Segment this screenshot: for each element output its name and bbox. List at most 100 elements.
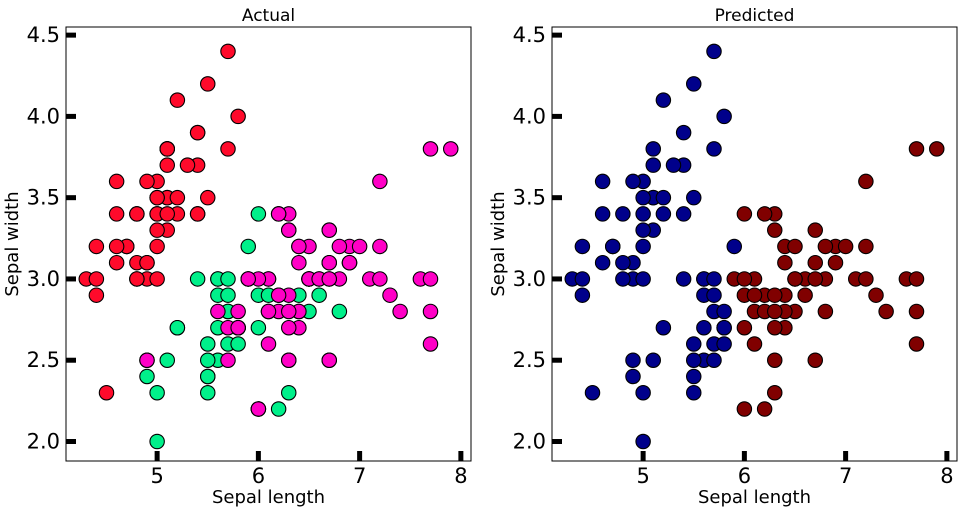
data-point xyxy=(604,238,621,255)
x-tick-label: 6 xyxy=(252,464,265,488)
data-point xyxy=(189,124,206,141)
data-point xyxy=(189,271,206,287)
data-point xyxy=(777,254,793,271)
data-point xyxy=(625,368,641,385)
data-point xyxy=(685,189,702,206)
data-point xyxy=(321,352,337,368)
data-point xyxy=(706,352,722,368)
data-point xyxy=(706,43,722,60)
data-point xyxy=(280,352,297,368)
data-point xyxy=(270,287,287,303)
data-point xyxy=(169,319,186,336)
data-point xyxy=(625,173,641,190)
data-point xyxy=(635,206,651,222)
data-point xyxy=(291,254,307,271)
data-point xyxy=(655,92,672,108)
data-point xyxy=(665,157,682,173)
data-point xyxy=(756,206,773,222)
data-point xyxy=(189,206,206,222)
y-tick-label: 2.0 xyxy=(27,429,60,453)
data-point xyxy=(179,157,196,173)
data-point xyxy=(200,76,216,92)
data-point xyxy=(574,238,591,255)
y-tick-label: 4.5 xyxy=(513,23,546,47)
data-point xyxy=(159,141,176,157)
data-point xyxy=(210,303,226,320)
data-point xyxy=(594,173,611,190)
data-point xyxy=(716,319,732,336)
data-point xyxy=(594,254,611,271)
data-point xyxy=(817,303,834,320)
data-point xyxy=(908,141,925,157)
data-point xyxy=(827,254,844,271)
x-tick-label: 5 xyxy=(150,464,163,488)
data-point xyxy=(149,238,165,255)
data-point xyxy=(200,336,216,352)
plot-frame xyxy=(65,26,472,462)
data-point xyxy=(736,271,753,287)
x-tick-label: 7 xyxy=(353,464,366,488)
data-point xyxy=(372,271,388,287)
chart-title: Actual xyxy=(242,6,295,26)
data-point xyxy=(149,189,165,206)
data-point xyxy=(422,141,439,157)
data-point xyxy=(675,271,692,287)
data-point xyxy=(908,303,925,320)
data-point xyxy=(139,254,155,271)
data-point xyxy=(615,271,631,287)
data-point xyxy=(685,368,702,385)
data-point xyxy=(129,206,145,222)
y-tick-label: 2.0 xyxy=(513,429,546,453)
data-point xyxy=(726,238,742,255)
data-point xyxy=(675,206,692,222)
data-point xyxy=(655,206,672,222)
data-point xyxy=(270,401,287,417)
chart-title: Predicted xyxy=(715,6,795,26)
data-point xyxy=(635,189,651,206)
x-tick-label: 5 xyxy=(636,464,649,488)
data-point xyxy=(392,303,408,320)
data-point xyxy=(635,238,651,255)
data-point xyxy=(645,141,661,157)
data-point xyxy=(746,336,763,352)
data-point xyxy=(321,222,337,238)
data-point xyxy=(635,384,651,401)
y-tick-label: 2.5 xyxy=(513,348,546,372)
data-point xyxy=(280,319,297,336)
data-point xyxy=(837,238,854,255)
data-point xyxy=(574,271,591,287)
data-point xyxy=(88,287,105,303)
data-point xyxy=(230,108,246,125)
data-point xyxy=(341,254,358,271)
data-point xyxy=(108,173,125,190)
y-axis-label: Sepal width xyxy=(488,191,509,296)
scatter-panel-actual: 5 6 7 8 2.0 2.5 3.0 3.5 4.0 4.5 Actual Sepal length… xyxy=(2,6,472,508)
data-point xyxy=(858,173,874,190)
data-point xyxy=(766,222,783,238)
data-point xyxy=(169,92,186,108)
data-point xyxy=(797,287,813,303)
data-point xyxy=(139,352,155,368)
y-tick-label: 4.5 xyxy=(27,23,60,47)
data-point xyxy=(331,303,348,320)
data-point xyxy=(220,287,236,303)
data-point xyxy=(149,433,165,450)
data-point xyxy=(615,254,631,271)
data-point xyxy=(260,303,277,320)
data-point xyxy=(655,319,672,336)
data-point xyxy=(736,319,753,336)
data-point xyxy=(635,433,651,450)
data-point xyxy=(149,271,165,287)
data-point xyxy=(240,238,257,255)
data-point xyxy=(270,206,287,222)
data-point xyxy=(615,206,631,222)
data-point xyxy=(422,336,439,352)
data-point xyxy=(220,271,236,287)
data-point xyxy=(787,238,803,255)
data-point xyxy=(230,303,246,320)
data-point xyxy=(807,271,823,287)
data-point xyxy=(908,271,925,287)
x-axis-label: Sepal length xyxy=(698,487,811,508)
data-point xyxy=(766,384,783,401)
